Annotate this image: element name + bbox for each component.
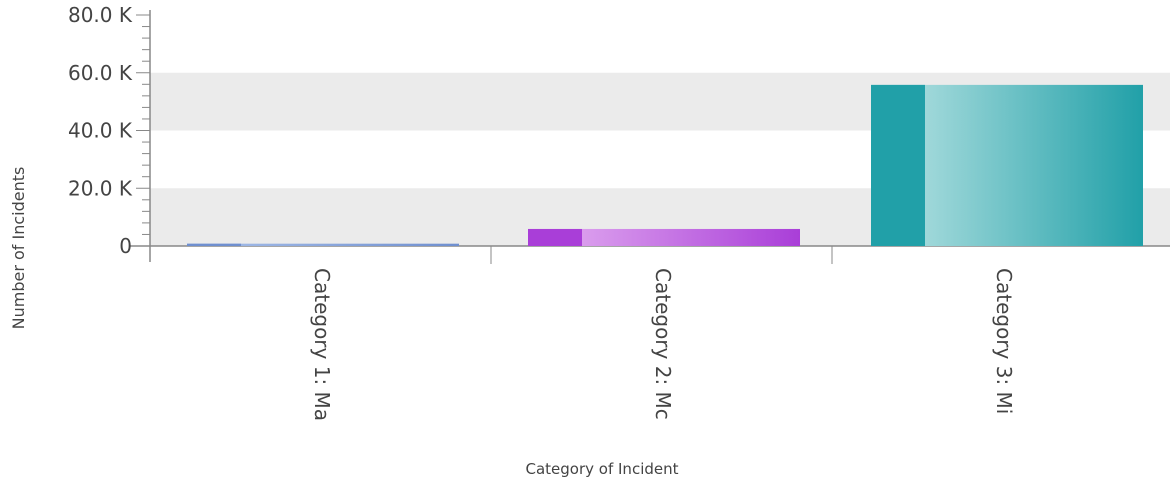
bars xyxy=(187,84,1143,246)
bar-1 xyxy=(187,243,459,246)
y-axis-label: Number of Incidents xyxy=(9,167,28,330)
y-tick-label: 80.0 K xyxy=(68,3,133,27)
y-tick-label: 60.0 K xyxy=(68,61,133,85)
x-axis-ticks: Category 1: Ma Category 2: Mc Category 3: … xyxy=(310,246,1016,421)
x-tick-label: Category 3: Mi xyxy=(992,268,1016,414)
bar-1-face xyxy=(187,243,241,246)
y-tick-label: 40.0 K xyxy=(68,119,133,143)
bar-3-face xyxy=(871,84,925,246)
y-tick-label: 0 xyxy=(119,234,132,258)
y-axis-ticks: 0 20.0 K 40.0 K 60.0 K 80.0 K xyxy=(68,3,150,258)
bar-2 xyxy=(528,228,800,246)
x-tick-label: Category 2: Mc xyxy=(651,268,675,420)
x-tick-label: Category 1: Ma xyxy=(310,268,334,421)
y-tick-label: 20.0 K xyxy=(68,176,133,200)
x-axis-label: Category of Incident xyxy=(526,460,679,478)
bar-2-face xyxy=(528,228,582,246)
